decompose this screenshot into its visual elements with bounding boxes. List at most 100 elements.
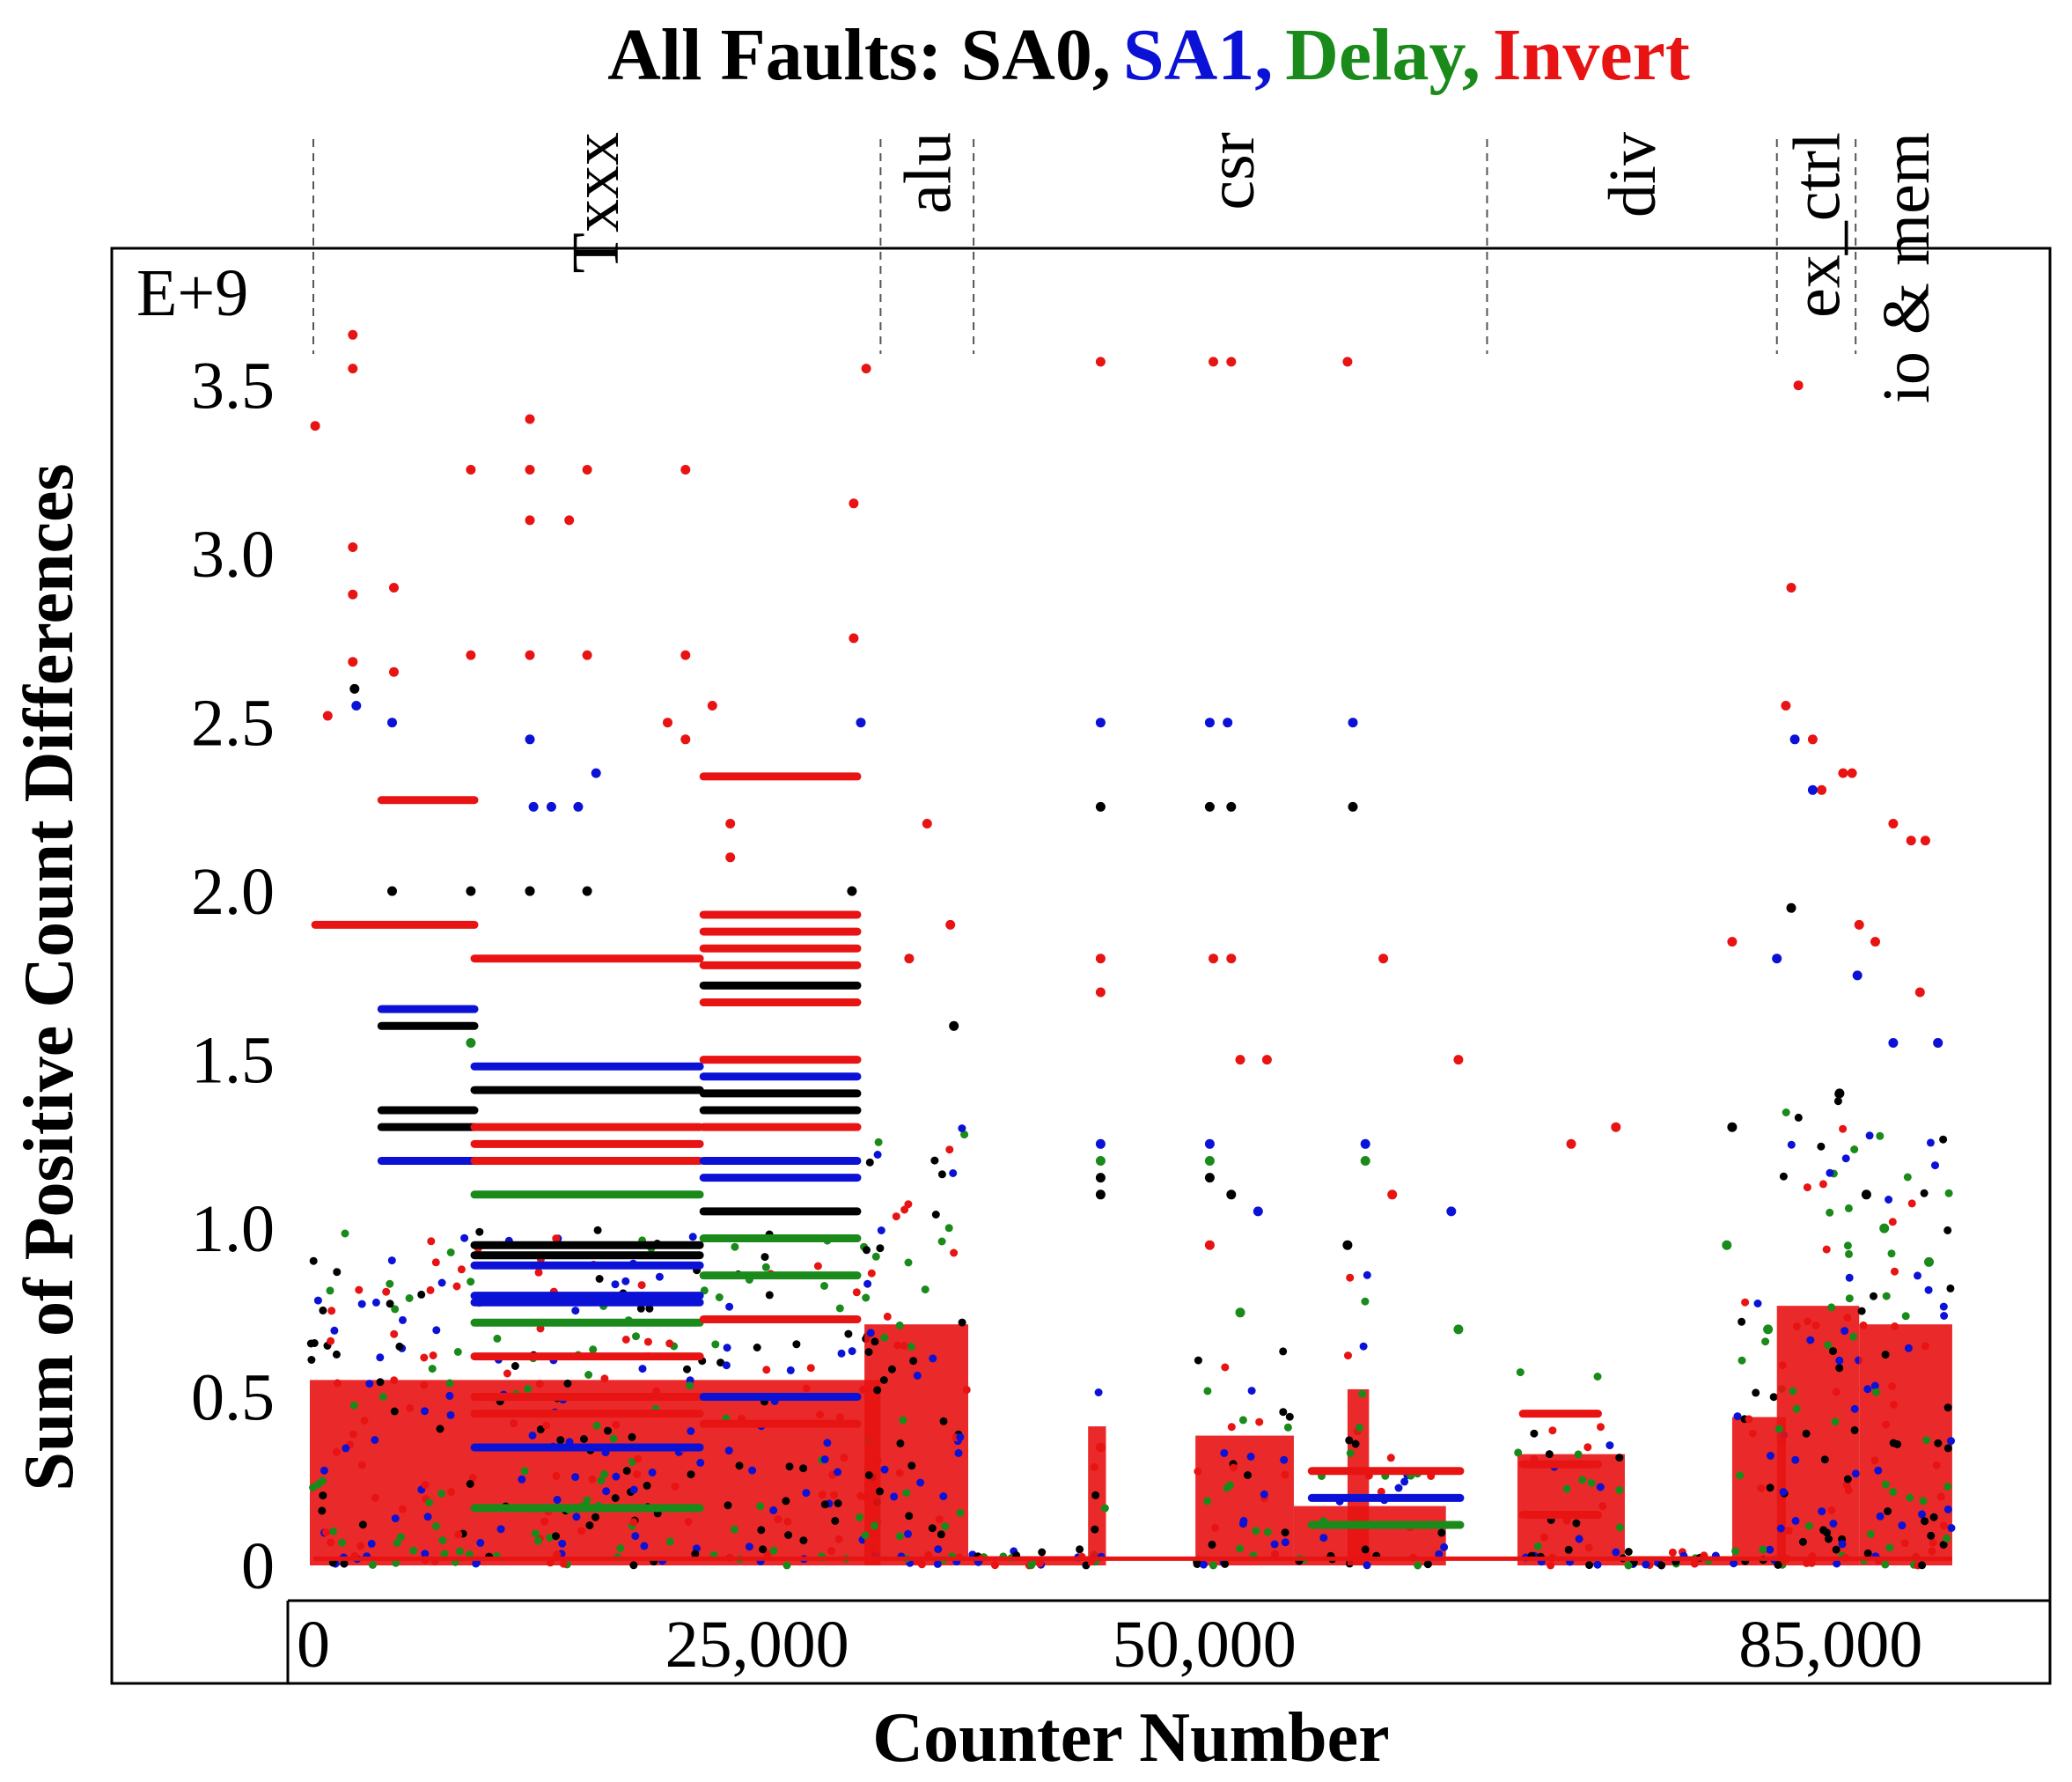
region-layer: Txxx alu csr div ex_ctrl io & mem (312, 132, 1943, 403)
data-point (397, 1533, 405, 1542)
point-invert (945, 919, 956, 930)
data-point (683, 1365, 691, 1373)
data-point (1803, 1183, 1811, 1192)
point-invert (861, 364, 871, 374)
point-sa0 (466, 886, 476, 896)
data-point (310, 1339, 319, 1347)
cluster-fill (864, 1324, 968, 1565)
point-invert (466, 465, 476, 475)
data-point (844, 1329, 853, 1338)
data-point (783, 1561, 791, 1570)
data-point (1363, 1561, 1371, 1570)
data-point (1361, 1545, 1370, 1554)
data-point (357, 1300, 366, 1308)
point-invert (322, 711, 333, 721)
data-point (1761, 1337, 1770, 1346)
data-point (945, 1145, 954, 1154)
point-sa1 (573, 801, 584, 812)
point-invert (663, 718, 672, 728)
data-point (386, 1300, 394, 1308)
point-layer (310, 329, 1952, 1561)
data-point (876, 1487, 884, 1496)
data-point (958, 1124, 966, 1133)
data-point (941, 1522, 950, 1531)
data-point (358, 1521, 367, 1529)
data-point (954, 1448, 963, 1457)
data-point (880, 1465, 889, 1474)
point-sa1 (1204, 1138, 1215, 1149)
y-tick-label: 3.5 (191, 350, 275, 423)
point-delay (1204, 1156, 1215, 1166)
data-point (445, 1379, 454, 1388)
data-point (535, 1380, 544, 1388)
data-point (835, 1413, 844, 1421)
data-point (593, 1226, 602, 1234)
data-point (320, 1466, 328, 1475)
data-point (769, 1506, 778, 1514)
data-point (765, 1291, 774, 1300)
data-point (862, 1493, 871, 1501)
data-point (1281, 1538, 1289, 1547)
data-point (655, 1272, 664, 1281)
data-point (1789, 1387, 1797, 1395)
data-point (446, 1248, 455, 1256)
point-invert (348, 589, 358, 600)
data-point (1907, 1199, 1916, 1208)
data-point (933, 1559, 942, 1568)
cluster-fill (1776, 1306, 1860, 1565)
data-point (876, 1244, 885, 1253)
chart-title-prefix: All Faults: (607, 14, 960, 96)
point-sa0 (387, 886, 397, 896)
data-point (552, 1471, 561, 1480)
data-point (1774, 1560, 1782, 1569)
data-point (1271, 1550, 1279, 1558)
data-point (390, 1329, 399, 1338)
data-point (1835, 1356, 1844, 1365)
point-invert (1566, 1138, 1576, 1149)
data-point (937, 1170, 946, 1179)
data-point (786, 1366, 795, 1374)
data-point (1849, 1332, 1858, 1341)
data-point (837, 1349, 846, 1358)
data-point (715, 1293, 724, 1301)
data-point (636, 1304, 645, 1313)
data-point (877, 1226, 885, 1234)
data-point (1891, 1322, 1899, 1330)
data-point (318, 1506, 327, 1515)
data-point (584, 1371, 593, 1379)
data-point (1440, 1543, 1449, 1551)
data-point (745, 1543, 753, 1551)
data-point (895, 1532, 904, 1541)
chart-title: All Faults: SA0, SA1, Delay, Invert (607, 14, 1690, 96)
point-sa1 (1360, 1138, 1370, 1149)
data-point (1827, 1506, 1836, 1514)
data-point (1818, 1507, 1826, 1516)
data-point (395, 1342, 404, 1351)
point-sa0 (1861, 1189, 1871, 1200)
data-point (591, 1513, 599, 1521)
data-point (1845, 1273, 1854, 1282)
data-point (1091, 1491, 1100, 1499)
point-invert (1838, 768, 1848, 778)
point-sa1 (1253, 1206, 1263, 1217)
data-point (1346, 1449, 1355, 1457)
data-point (643, 1337, 652, 1346)
data-point (631, 1532, 640, 1541)
data-point (588, 1475, 597, 1484)
point-invert (1786, 583, 1796, 593)
data-point (904, 1529, 912, 1538)
data-point (879, 1376, 888, 1384)
data-point (1624, 1561, 1633, 1570)
data-point (1345, 1436, 1354, 1445)
data-point (1584, 1543, 1593, 1552)
data-point (1826, 1168, 1834, 1177)
data-point (902, 1489, 911, 1498)
data-point (1889, 1488, 1898, 1497)
data-point (1885, 1543, 1894, 1552)
data-point (1757, 1484, 1766, 1492)
data-point (1874, 1466, 1883, 1475)
data-point (1889, 1400, 1898, 1409)
data-point (865, 1158, 874, 1167)
title-sa1: SA1, (1123, 14, 1273, 96)
